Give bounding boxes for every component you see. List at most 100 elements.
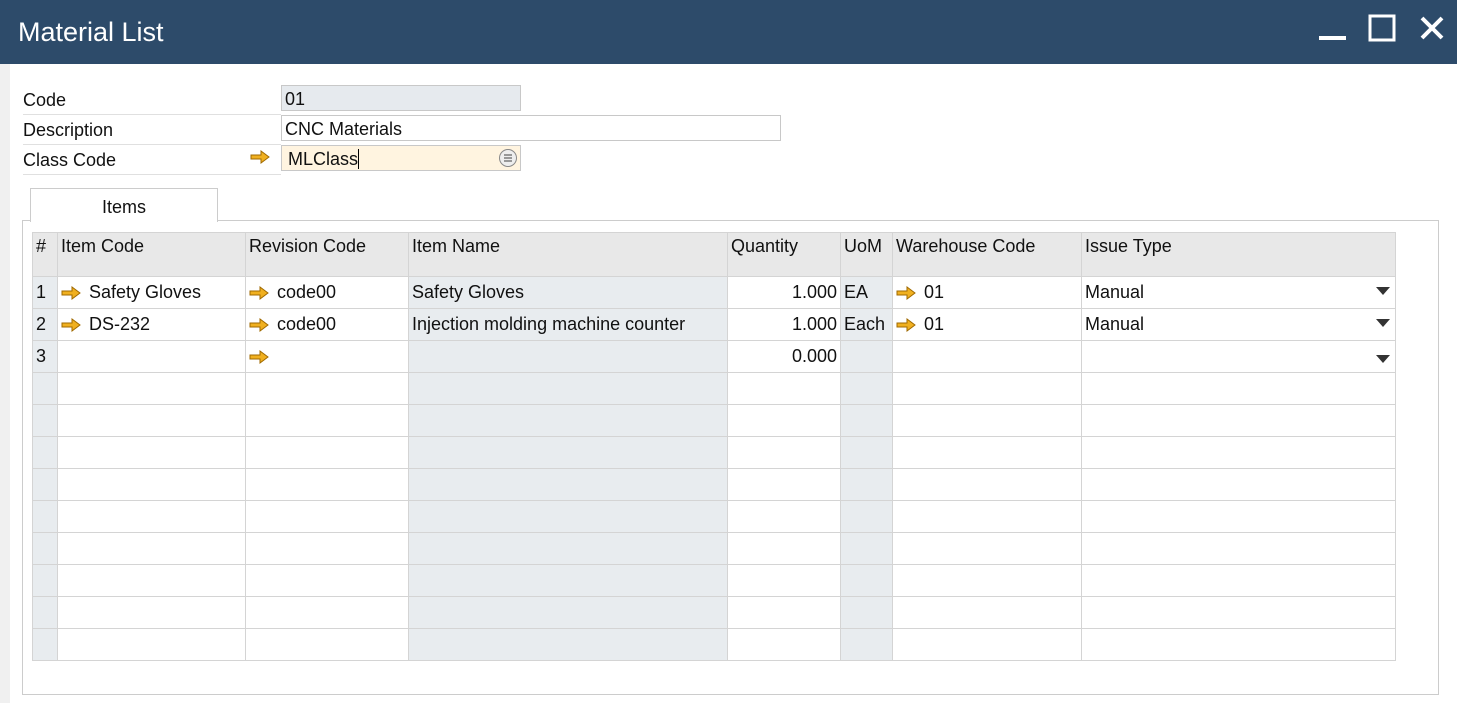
cell-item-code[interactable] bbox=[57, 596, 246, 629]
cell-warehouse[interactable] bbox=[892, 436, 1082, 469]
cell-revision[interactable] bbox=[245, 500, 409, 533]
cell-item-code[interactable] bbox=[57, 340, 246, 373]
cell-warehouse[interactable] bbox=[892, 404, 1082, 437]
column-header[interactable]: Revision Code bbox=[245, 232, 409, 277]
cell-item-code[interactable] bbox=[57, 404, 246, 437]
code-field[interactable]: 01 bbox=[281, 85, 521, 111]
cell-warehouse[interactable] bbox=[892, 340, 1082, 373]
cell-uom[interactable]: EA bbox=[840, 276, 893, 309]
cell-item-code[interactable]: Safety Gloves bbox=[57, 276, 246, 309]
cell-uom[interactable] bbox=[840, 596, 893, 629]
cell-item-code[interactable] bbox=[57, 628, 246, 661]
table-row[interactable] bbox=[32, 628, 1396, 661]
cell-issue-type[interactable] bbox=[1081, 596, 1396, 629]
column-header[interactable]: Quantity bbox=[727, 232, 841, 277]
cell-qty[interactable] bbox=[727, 468, 841, 501]
table-row[interactable] bbox=[32, 468, 1396, 501]
cell-item-name[interactable] bbox=[408, 564, 728, 597]
dropdown-arrow-icon[interactable] bbox=[1376, 355, 1390, 363]
cell-issue-type[interactable] bbox=[1081, 436, 1396, 469]
cell-warehouse[interactable]: 01 bbox=[892, 308, 1082, 341]
description-field[interactable]: CNC Materials bbox=[281, 115, 781, 141]
cell-warehouse[interactable] bbox=[892, 628, 1082, 661]
cell-item-code[interactable] bbox=[57, 500, 246, 533]
link-arrow-icon[interactable] bbox=[249, 318, 269, 332]
cell-qty[interactable] bbox=[727, 532, 841, 565]
cell-uom[interactable]: Each bbox=[840, 308, 893, 341]
column-header[interactable]: Issue Type bbox=[1081, 232, 1396, 277]
cell-uom[interactable] bbox=[840, 564, 893, 597]
column-header[interactable]: Item Code bbox=[57, 232, 246, 277]
cell-issue-type[interactable] bbox=[1081, 340, 1396, 373]
cell-qty[interactable] bbox=[727, 404, 841, 437]
minimize-button[interactable] bbox=[1316, 14, 1350, 48]
dropdown-arrow-icon[interactable] bbox=[1376, 319, 1390, 327]
cell-issue-type[interactable] bbox=[1081, 468, 1396, 501]
table-row[interactable]: 2 DS-232 code00 Injection molding machine c… bbox=[32, 308, 1396, 341]
cell-issue-type[interactable] bbox=[1081, 564, 1396, 597]
cell-item-name[interactable] bbox=[408, 532, 728, 565]
cell-issue-type[interactable]: Manual bbox=[1081, 308, 1396, 341]
cell-warehouse[interactable] bbox=[892, 372, 1082, 405]
cell-item-code[interactable] bbox=[57, 564, 246, 597]
cell-revision[interactable] bbox=[245, 340, 409, 373]
cell-qty[interactable] bbox=[727, 564, 841, 597]
cell-issue-type[interactable]: Manual bbox=[1081, 276, 1396, 309]
cell-item-name[interactable] bbox=[408, 436, 728, 469]
table-row[interactable] bbox=[32, 372, 1396, 405]
cell-item-code[interactable]: DS-232 bbox=[57, 308, 246, 341]
list-select-icon[interactable] bbox=[498, 148, 518, 168]
column-header[interactable]: Warehouse Code bbox=[892, 232, 1082, 277]
table-row[interactable]: 3 0.000 bbox=[32, 340, 1396, 373]
cell-issue-type[interactable] bbox=[1081, 532, 1396, 565]
dropdown-arrow-icon[interactable] bbox=[1376, 287, 1390, 295]
table-row[interactable] bbox=[32, 436, 1396, 469]
cell-issue-type[interactable] bbox=[1081, 500, 1396, 533]
cell-item-name[interactable] bbox=[408, 372, 728, 405]
table-row[interactable] bbox=[32, 596, 1396, 629]
cell-item-name[interactable] bbox=[408, 628, 728, 661]
link-arrow-icon[interactable] bbox=[249, 286, 269, 300]
cell-item-name[interactable]: Safety Gloves bbox=[408, 276, 728, 309]
cell-item-name[interactable]: Injection molding machine counter bbox=[408, 308, 728, 341]
maximize-button[interactable] bbox=[1366, 14, 1400, 48]
cell-item-name[interactable] bbox=[408, 596, 728, 629]
cell-item-name[interactable] bbox=[408, 340, 728, 373]
cell-item-code[interactable] bbox=[57, 436, 246, 469]
table-row[interactable] bbox=[32, 500, 1396, 533]
cell-revision[interactable] bbox=[245, 596, 409, 629]
link-arrow-icon[interactable] bbox=[61, 286, 81, 300]
cell-uom[interactable] bbox=[840, 404, 893, 437]
cell-revision[interactable] bbox=[245, 564, 409, 597]
cell-warehouse[interactable]: 01 bbox=[892, 276, 1082, 309]
column-header[interactable]: UoM bbox=[840, 232, 893, 277]
cell-revision[interactable] bbox=[245, 628, 409, 661]
cell-revision[interactable] bbox=[245, 404, 409, 437]
cell-item-code[interactable] bbox=[57, 532, 246, 565]
cell-uom[interactable] bbox=[840, 500, 893, 533]
cell-issue-type[interactable] bbox=[1081, 628, 1396, 661]
link-arrow-icon[interactable] bbox=[896, 318, 916, 332]
cell-item-name[interactable] bbox=[408, 500, 728, 533]
cell-qty[interactable] bbox=[727, 500, 841, 533]
cell-uom[interactable] bbox=[840, 436, 893, 469]
cell-revision[interactable] bbox=[245, 372, 409, 405]
cell-issue-type[interactable] bbox=[1081, 372, 1396, 405]
link-arrow-icon[interactable] bbox=[249, 350, 269, 364]
cell-uom[interactable] bbox=[840, 468, 893, 501]
cell-issue-type[interactable] bbox=[1081, 404, 1396, 437]
table-row[interactable] bbox=[32, 564, 1396, 597]
cell-item-code[interactable] bbox=[57, 468, 246, 501]
link-arrow-icon[interactable] bbox=[61, 318, 81, 332]
table-row[interactable] bbox=[32, 404, 1396, 437]
class-code-field[interactable]: MLClass bbox=[281, 145, 521, 171]
cell-warehouse[interactable] bbox=[892, 532, 1082, 565]
cell-warehouse[interactable] bbox=[892, 596, 1082, 629]
cell-revision[interactable]: code00 bbox=[245, 308, 409, 341]
cell-warehouse[interactable] bbox=[892, 564, 1082, 597]
link-arrow-icon[interactable] bbox=[896, 286, 916, 300]
cell-uom[interactable] bbox=[840, 628, 893, 661]
cell-revision[interactable] bbox=[245, 532, 409, 565]
table-row[interactable] bbox=[32, 532, 1396, 565]
cell-revision[interactable] bbox=[245, 436, 409, 469]
